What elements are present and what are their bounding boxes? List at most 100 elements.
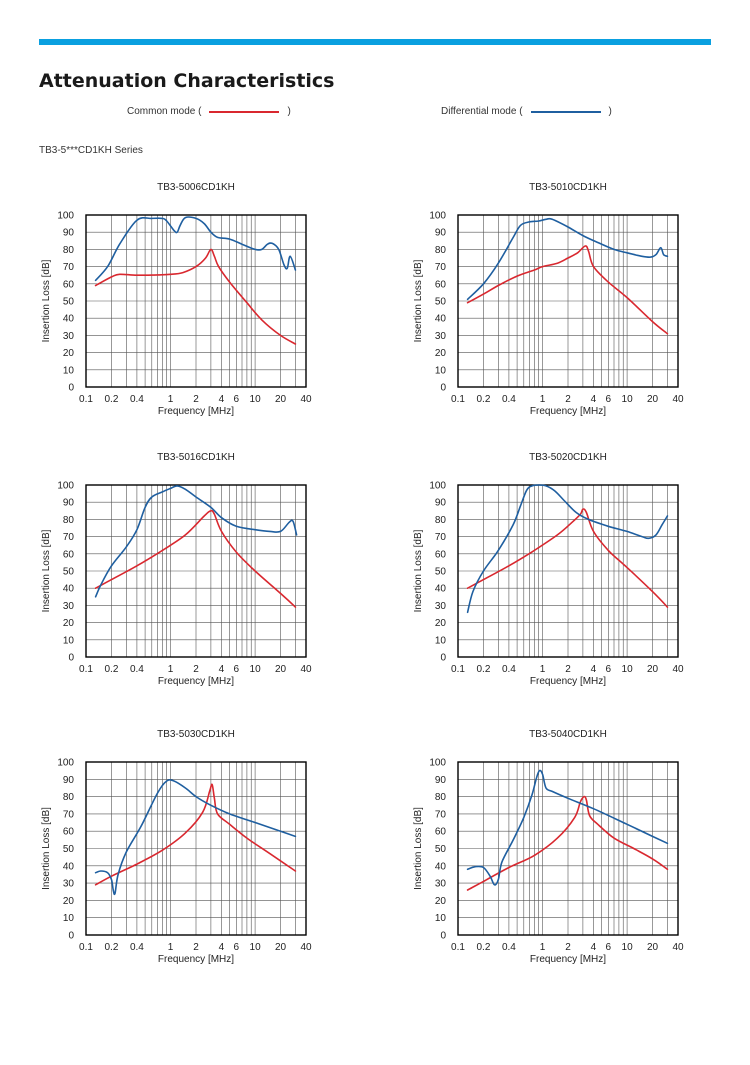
y-tick-label: 50 — [63, 567, 75, 578]
differential-mode-line — [94, 216, 297, 282]
x-tick-label: 40 — [300, 394, 312, 405]
x-tick-label: 6 — [234, 942, 240, 953]
x-axis-label: Frequency [MHz] — [530, 676, 606, 687]
legend-common-swatch — [209, 110, 280, 113]
chart-6: TB3-5040CD1KH 0 10 20 30 40 50 60 70 80 90 100 0.1 0.… — [413, 729, 684, 965]
x-axis-label: Frequency [MHz] — [158, 406, 234, 417]
x-tick-label: 10 — [622, 664, 634, 675]
y-tick-label: 90 — [63, 775, 75, 786]
y-tick-label: 60 — [63, 279, 75, 290]
x-tick-label: 2 — [193, 942, 199, 953]
y-tick-label: 10 — [63, 365, 75, 376]
x-tick-label: 0.4 — [502, 942, 516, 953]
x-tick-label: 0.4 — [502, 664, 516, 675]
y-tick-label: 90 — [63, 228, 75, 239]
y-tick-label: 40 — [435, 861, 447, 872]
chart-4: TB3-5020CD1KH 0 10 20 30 40 50 60 70 80 90 100 0.1 0.… — [413, 452, 684, 687]
x-tick-label: 4 — [219, 664, 225, 675]
x-tick-label: 4 — [591, 942, 597, 953]
y-tick-label: 100 — [429, 758, 446, 769]
differential-mode-line — [466, 484, 669, 614]
x-tick-label: 0.1 — [79, 664, 93, 675]
x-tick-label: 10 — [250, 394, 262, 405]
x-tick-label: 0.2 — [476, 664, 490, 675]
x-axis-label: Frequency [MHz] — [158, 954, 234, 965]
x-tick-label: 2 — [565, 394, 571, 405]
x-tick-label: 0.1 — [451, 942, 465, 953]
y-tick-label: 0 — [440, 931, 446, 942]
y-tick-label: 50 — [63, 297, 75, 308]
x-tick-label: 40 — [300, 664, 312, 675]
common-mode-line — [466, 508, 669, 608]
x-tick-label: 0.2 — [476, 394, 490, 405]
y-tick-label: 50 — [435, 567, 447, 578]
y-tick-label: 30 — [435, 879, 447, 890]
x-tick-label: 6 — [234, 664, 240, 675]
page-title: Attenuation Characteristics — [39, 70, 335, 92]
x-tick-label: 6 — [606, 664, 612, 675]
x-tick-label: 20 — [275, 942, 287, 953]
x-axis-label: Frequency [MHz] — [530, 406, 606, 417]
differential-mode-line — [94, 485, 298, 598]
x-tick-label: 10 — [622, 942, 634, 953]
common-mode-line — [466, 795, 669, 891]
y-tick-label: 60 — [435, 279, 447, 290]
y-tick-label: 50 — [63, 844, 75, 855]
chart-3: TB3-5016CD1KH 0 10 20 30 40 50 60 70 80 90 100 0.1 0.… — [41, 452, 312, 687]
y-tick-label: 20 — [63, 896, 75, 907]
differential-mode-line — [466, 769, 669, 886]
x-tick-label: 1 — [540, 664, 546, 675]
legend-common-mode: Common mode ( ) — [127, 106, 291, 117]
y-tick-label: 60 — [63, 549, 75, 560]
y-tick-label: 60 — [63, 827, 75, 838]
legend-common-suffix: ) — [287, 106, 291, 117]
y-tick-label: 30 — [63, 331, 75, 342]
y-tick-label: 70 — [63, 262, 75, 273]
x-tick-label: 1 — [168, 664, 174, 675]
x-tick-label: 6 — [606, 394, 612, 405]
x-axis-label: Frequency [MHz] — [158, 676, 234, 687]
y-tick-label: 90 — [435, 498, 447, 509]
y-tick-label: 70 — [63, 532, 75, 543]
y-tick-label: 100 — [57, 758, 74, 769]
chart-title: TB3-5030CD1KH — [157, 729, 235, 740]
common-mode-line — [466, 245, 669, 335]
x-tick-label: 0.1 — [79, 394, 93, 405]
y-tick-label: 80 — [435, 245, 447, 256]
x-tick-label: 1 — [168, 394, 174, 405]
y-tick-label: 50 — [435, 844, 447, 855]
y-tick-label: 90 — [63, 498, 75, 509]
y-tick-label: 30 — [63, 601, 75, 612]
chart-title: TB3-5020CD1KH — [529, 452, 607, 463]
x-tick-label: 0.2 — [104, 394, 118, 405]
x-tick-label: 2 — [565, 664, 571, 675]
differential-mode-line — [94, 779, 297, 896]
plot-frame — [85, 761, 307, 936]
x-tick-label: 6 — [234, 394, 240, 405]
y-tick-label: 60 — [435, 827, 447, 838]
y-tick-label: 10 — [63, 635, 75, 646]
chart-title: TB3-5010CD1KH — [529, 182, 607, 193]
y-axis-label: Insertion Loss [dB] — [413, 529, 424, 612]
x-tick-label: 20 — [275, 394, 287, 405]
y-tick-label: 20 — [435, 348, 447, 359]
y-tick-label: 80 — [63, 792, 75, 803]
y-tick-label: 40 — [63, 314, 75, 325]
x-tick-label: 10 — [250, 942, 262, 953]
y-axis-label: Insertion Loss [dB] — [413, 259, 424, 342]
y-tick-label: 40 — [63, 584, 75, 595]
y-tick-label: 80 — [63, 245, 75, 256]
x-tick-label: 0.2 — [104, 942, 118, 953]
y-tick-label: 70 — [63, 809, 75, 820]
y-tick-label: 90 — [435, 775, 447, 786]
y-axis-label: Insertion Loss [dB] — [41, 807, 52, 890]
y-tick-label: 20 — [63, 348, 75, 359]
legend-differential-swatch — [530, 110, 601, 113]
y-tick-label: 60 — [435, 549, 447, 560]
y-axis-label: Insertion Loss [dB] — [41, 529, 52, 612]
x-tick-label: 2 — [565, 942, 571, 953]
y-tick-label: 0 — [68, 931, 74, 942]
y-tick-label: 40 — [435, 584, 447, 595]
